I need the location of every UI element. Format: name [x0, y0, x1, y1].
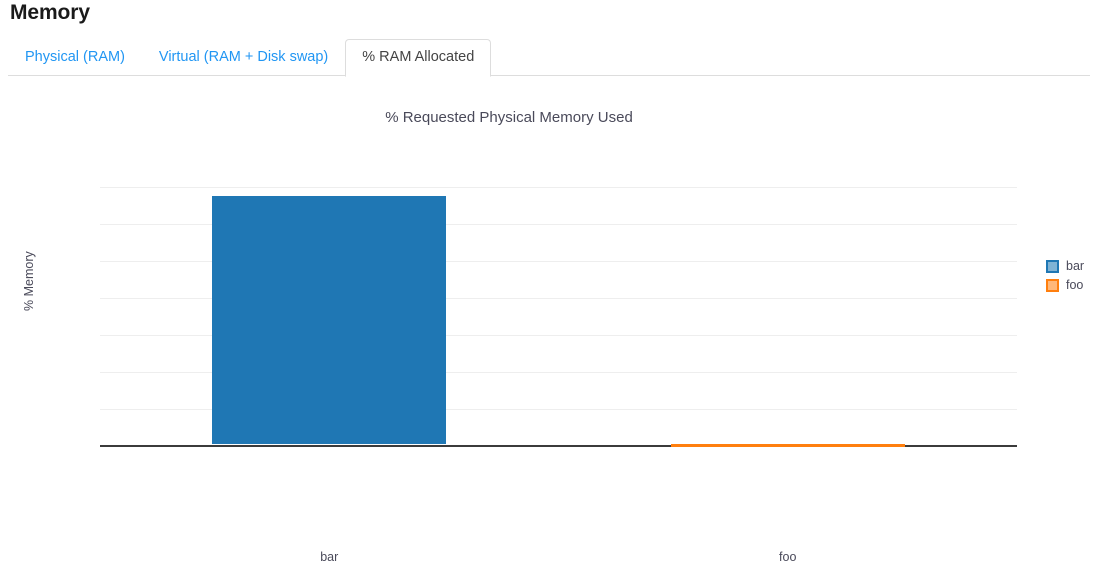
page-title: Memory [10, 1, 90, 24]
legend-item-foo[interactable]: foo [1046, 276, 1084, 295]
y-axis-label: % Memory [22, 251, 36, 311]
memory-chart: % Requested Physical Memory Used % Memor… [0, 76, 1098, 564]
chart-title: % Requested Physical Memory Used [385, 109, 633, 126]
tab-percent-ram-allocated[interactable]: % RAM Allocated [345, 38, 492, 77]
x-axis-tick-label: bar [320, 550, 339, 564]
legend-label-bar: bar [1066, 259, 1085, 274]
bar-bar[interactable] [212, 195, 447, 445]
gridline [100, 224, 1017, 226]
x-axis-line [100, 445, 1017, 447]
legend-swatch-foo [1046, 279, 1059, 292]
legend-label-foo: foo [1066, 278, 1084, 293]
tab-virtual-ram-disk-swap[interactable]: Virtual (RAM + Disk swap) [158, 48, 329, 65]
gridline [100, 261, 1017, 263]
gridline [100, 409, 1017, 410]
gridline [100, 298, 1017, 300]
tab-physical-ram[interactable]: Physical (RAM) [25, 48, 125, 65]
legend-item-bar[interactable]: bar [1046, 257, 1084, 276]
gridline [100, 372, 1017, 374]
tab-strip: Physical (RAM) Virtual (RAM + Disk swap)… [0, 36, 1098, 77]
bar-foo[interactable] [670, 443, 905, 447]
plot-area: 0.010.020.030.040.050.060.070.0barfoo [100, 176, 1017, 564]
x-axis-tick-label: foo [779, 550, 797, 564]
legend-swatch-bar [1046, 260, 1059, 273]
gridline [100, 187, 1017, 189]
gridline [100, 335, 1017, 337]
chart-legend: bar foo [1046, 257, 1084, 295]
